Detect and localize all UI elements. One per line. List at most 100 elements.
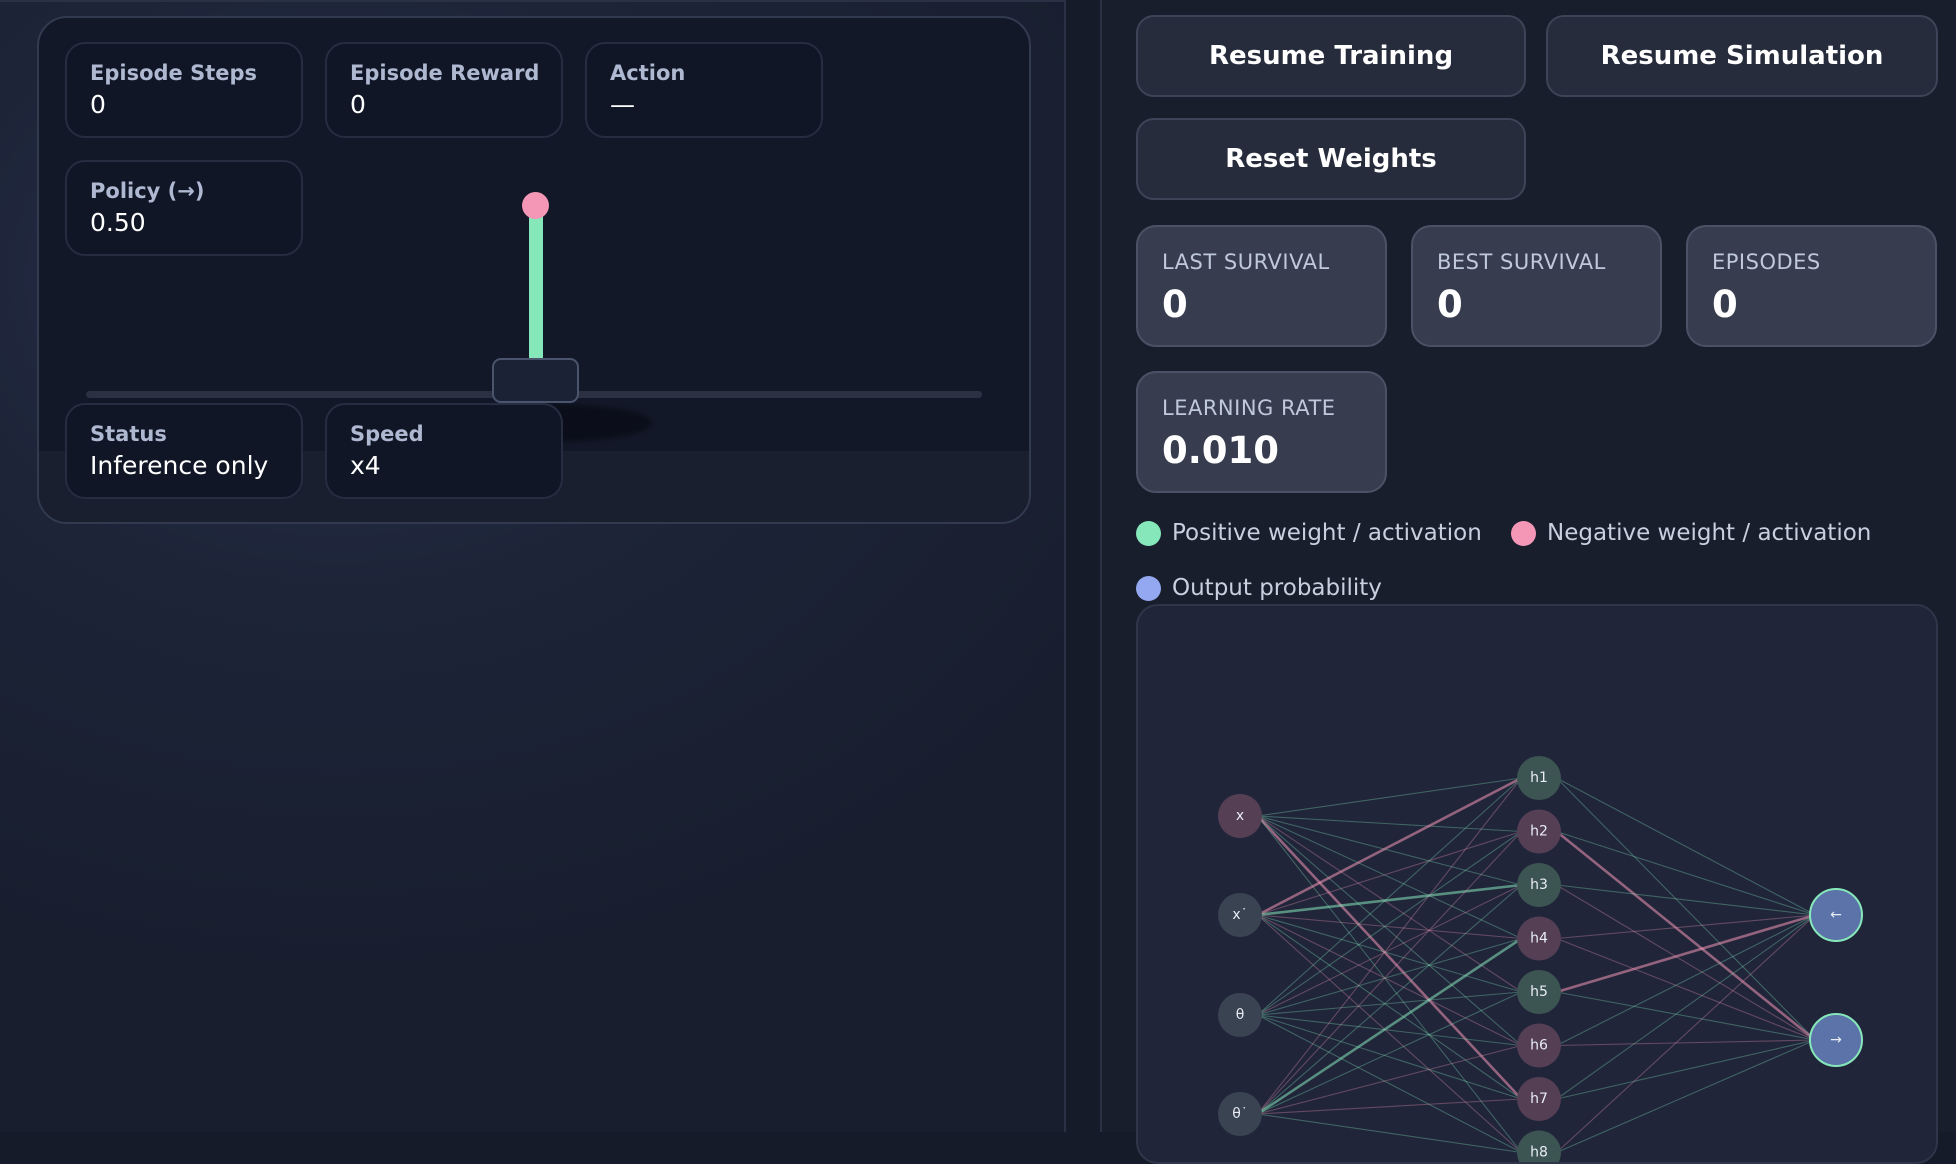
- svg-text:h3: h3: [1530, 877, 1548, 893]
- weight-edge-in3-h0: [1258, 778, 1522, 1114]
- network-visualization: x x˙ θ θ˙ h1 h2 h3 h4 h5 h6 h7 h8 ← →: [1136, 604, 1938, 1164]
- hidden-node-h8: h8: [1517, 1131, 1561, 1164]
- svg-text:x: x: [1236, 808, 1244, 824]
- input-node-0: x: [1218, 794, 1262, 838]
- hidden-node-h5: h5: [1517, 970, 1561, 1014]
- weight-edge-h1-out0: [1557, 832, 1816, 916]
- svg-text:θ: θ: [1236, 1007, 1245, 1023]
- svg-text:h6: h6: [1530, 1038, 1548, 1054]
- weight-edge-h0-out0: [1557, 778, 1816, 915]
- legend-negative: Negative weight / activation: [1511, 518, 1871, 548]
- action-stat: Action —: [585, 42, 823, 138]
- svg-text:x˙: x˙: [1232, 907, 1247, 923]
- status-stat: Status Inference only: [65, 403, 303, 499]
- control-panel: Resume Training Resume Simulation Reset …: [1100, 0, 1956, 1132]
- action-value: —: [610, 88, 821, 122]
- network-graph: x x˙ θ θ˙ h1 h2 h3 h4 h5 h6 h7 h8 ← →: [1138, 606, 1938, 1164]
- negative-dot-icon: [1511, 521, 1536, 546]
- policy-value: 0.50: [90, 206, 301, 240]
- weight-edge-in2-h0: [1258, 778, 1522, 1015]
- weight-edge-in0-h0: [1258, 778, 1522, 816]
- weight-edge-in1-h7: [1258, 915, 1522, 1153]
- hidden-node-h1: h1: [1517, 756, 1561, 800]
- output-node-1: →: [1810, 1014, 1862, 1066]
- status-value: Inference only: [90, 449, 301, 483]
- svg-text:h1: h1: [1530, 770, 1548, 786]
- weight-edge-in3-h6: [1258, 1099, 1522, 1114]
- episode-reward-value: 0: [350, 88, 561, 122]
- weight-edge-h7-out1: [1557, 1040, 1816, 1153]
- svg-text:h5: h5: [1530, 984, 1548, 1000]
- episode-reward-stat: Episode Reward 0: [325, 42, 563, 138]
- policy-stat: Policy (→) 0.50: [65, 160, 303, 256]
- svg-text:h7: h7: [1530, 1091, 1548, 1107]
- pole-tip: [522, 192, 549, 219]
- simulation-panel: Episode Steps 0 Episode Reward 0 Action …: [0, 0, 1066, 1132]
- resume-simulation-button[interactable]: Resume Simulation: [1546, 15, 1938, 97]
- learning-rate-card: LEARNING RATE 0.010: [1136, 371, 1387, 493]
- episodes-card: EPISODES 0: [1686, 225, 1937, 347]
- last-survival-label: LAST SURVIVAL: [1162, 249, 1385, 275]
- svg-text:←: ←: [1830, 907, 1842, 923]
- best-survival-value: 0: [1437, 283, 1660, 327]
- legend-output: Output probability: [1136, 573, 1382, 603]
- weight-edge-in2-h5: [1258, 1015, 1522, 1046]
- positive-dot-icon: [1136, 521, 1161, 546]
- best-survival-label: BEST SURVIVAL: [1437, 249, 1660, 275]
- legend-negative-label: Negative weight / activation: [1547, 520, 1871, 546]
- cart: [492, 358, 579, 403]
- pole: [529, 204, 543, 376]
- best-survival-card: BEST SURVIVAL 0: [1411, 225, 1662, 347]
- weight-edge-in1-h2: [1258, 885, 1522, 915]
- legend-output-label: Output probability: [1172, 575, 1382, 601]
- output-dot-icon: [1136, 576, 1161, 601]
- policy-label: Policy (→): [90, 178, 301, 204]
- hidden-node-h6: h6: [1517, 1024, 1561, 1068]
- speed-stat: Speed x4: [325, 403, 563, 499]
- input-node-2: θ: [1218, 993, 1262, 1037]
- action-label: Action: [610, 60, 821, 86]
- hidden-node-h3: h3: [1517, 863, 1561, 907]
- output-node-0: ←: [1810, 889, 1862, 941]
- last-survival-value: 0: [1162, 283, 1385, 327]
- resume-training-button[interactable]: Resume Training: [1136, 15, 1526, 97]
- weight-edge-in3-h7: [1258, 1114, 1522, 1153]
- status-label: Status: [90, 421, 301, 447]
- weight-edge-h0-out1: [1557, 778, 1816, 1040]
- hidden-node-h2: h2: [1517, 810, 1561, 854]
- weight-edge-h1-out1: [1557, 832, 1816, 1041]
- svg-text:→: →: [1830, 1032, 1842, 1048]
- weight-edge-h2-out0: [1557, 885, 1816, 915]
- hidden-node-h7: h7: [1517, 1077, 1561, 1121]
- simulation-canvas: Episode Steps 0 Episode Reward 0 Action …: [37, 16, 1031, 524]
- legend-positive: Positive weight / activation: [1136, 518, 1482, 548]
- svg-text:h8: h8: [1530, 1145, 1548, 1161]
- learning-rate-value: 0.010: [1162, 429, 1385, 473]
- weight-edge-h7-out0: [1557, 915, 1816, 1153]
- weight-edge-h6-out1: [1557, 1040, 1816, 1099]
- learning-rate-label: LEARNING RATE: [1162, 395, 1385, 421]
- speed-value: x4: [350, 449, 561, 483]
- svg-text:h4: h4: [1530, 931, 1548, 947]
- episodes-value: 0: [1712, 283, 1935, 327]
- weight-edge-in1-h0: [1258, 778, 1522, 915]
- input-node-1: x˙: [1218, 893, 1262, 937]
- input-node-3: θ˙: [1218, 1092, 1262, 1136]
- legend-positive-label: Positive weight / activation: [1172, 520, 1482, 546]
- weight-edge-h5-out1: [1557, 1040, 1816, 1046]
- reset-weights-button[interactable]: Reset Weights: [1136, 118, 1526, 200]
- episodes-label: EPISODES: [1712, 249, 1935, 275]
- weight-edge-h4-out1: [1557, 992, 1816, 1040]
- weight-edge-in0-h3: [1258, 816, 1522, 939]
- hidden-node-h4: h4: [1517, 917, 1561, 961]
- weight-edge-in0-h7: [1258, 816, 1522, 1153]
- svg-text:θ˙: θ˙: [1232, 1106, 1248, 1122]
- svg-text:h2: h2: [1530, 824, 1548, 840]
- weight-edge-h6-out0: [1557, 915, 1816, 1099]
- episode-steps-value: 0: [90, 88, 301, 122]
- episode-steps-label: Episode Steps: [90, 60, 301, 86]
- weight-edge-in3-h4: [1258, 992, 1522, 1114]
- speed-label: Speed: [350, 421, 561, 447]
- episode-reward-label: Episode Reward: [350, 60, 561, 86]
- last-survival-card: LAST SURVIVAL 0: [1136, 225, 1387, 347]
